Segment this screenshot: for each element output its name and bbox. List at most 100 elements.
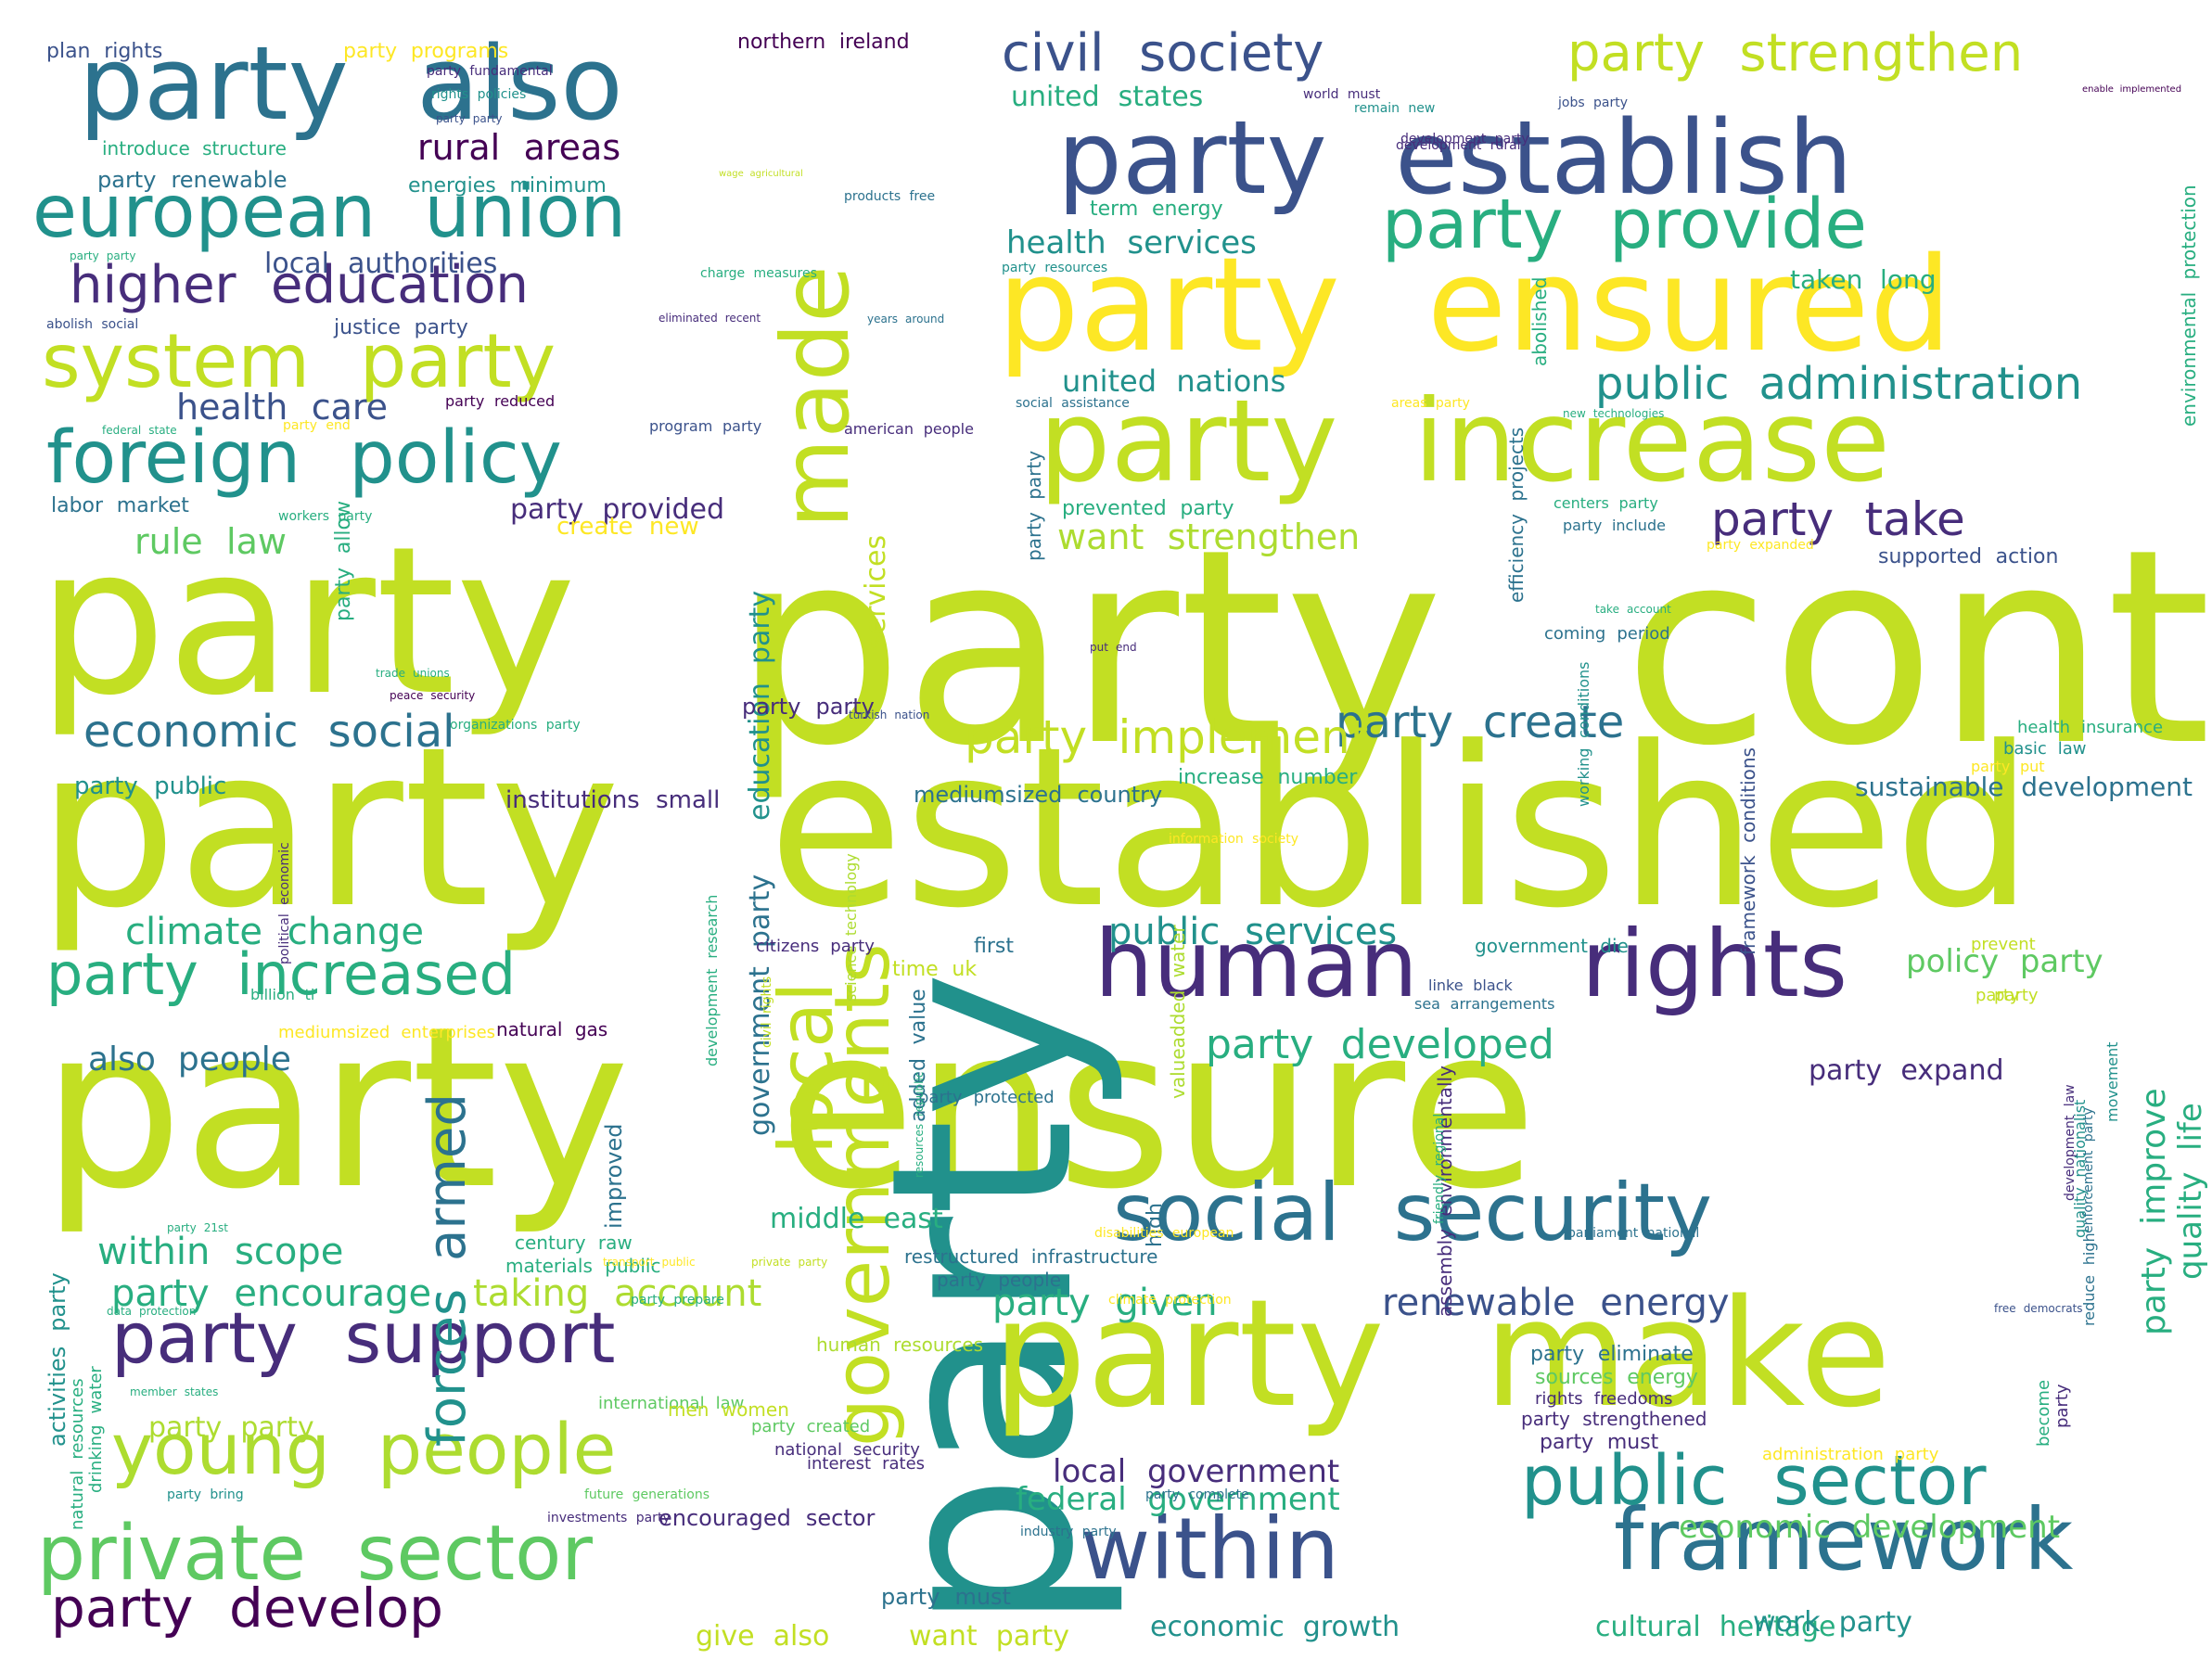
cloud-word: freedoms (1593, 1389, 1673, 1409)
cloud-word: energies (408, 174, 496, 198)
cloud-phrase: natural resources (68, 1378, 87, 1530)
cloud-phrase: party take (1711, 496, 1965, 542)
cloud-word: become (2034, 1379, 2053, 1447)
cloud-phrase: american people (844, 422, 974, 437)
cloud-phrase: world must (1303, 88, 1380, 101)
cloud-phrase: civil rights (760, 976, 774, 1048)
cloud-phrase: party party (436, 113, 502, 124)
cloud-phrase: party must (881, 1586, 1011, 1608)
cloud-phrase: increase number (1178, 768, 1357, 788)
cloud-word: water (86, 1366, 106, 1414)
cloud-phrase: party prepare (631, 1294, 724, 1307)
cloud-phrase: local authorities (264, 250, 497, 278)
cloud-phrase: mediumsized enterprises (278, 1025, 495, 1041)
cloud-word: also (88, 1040, 156, 1079)
cloud-phrase: private party (751, 1257, 827, 1268)
cloud-word: activities (45, 1346, 70, 1447)
cloud-word: services (1127, 224, 1257, 262)
cloud-word: people (998, 1269, 1062, 1291)
cloud-phrase: political economic (277, 842, 292, 964)
cloud-phrase: transport public (603, 1257, 696, 1268)
cloud-phrase: framework conditions (1737, 747, 1759, 955)
cloud-word: policies (477, 87, 527, 102)
cloud-word: government (1147, 1481, 1340, 1518)
cloud-word: party (1975, 986, 2020, 1005)
cloud-word: national (1646, 1226, 1700, 1241)
cloud-word: local (1053, 1453, 1127, 1490)
cloud-word: party (70, 249, 99, 262)
cloud-word: create (1482, 696, 1625, 748)
cloud-word: party (1530, 1343, 1585, 1366)
cloud-word: party (1618, 494, 1658, 512)
cloud-word: people (923, 420, 974, 438)
cloud-word: party (1057, 98, 1327, 217)
cloud-word: data (107, 1305, 133, 1318)
cloud-word: party (992, 1282, 1091, 1324)
cloud-word: party (1593, 96, 1628, 110)
cloud-word: climate (1108, 1293, 1157, 1308)
cloud-word: development (2021, 772, 2193, 802)
cloud-word: party (830, 937, 875, 956)
cloud-phrase: linke black (1428, 978, 1513, 993)
cloud-word: local (264, 248, 329, 280)
cloud-phrase: prevented party (1062, 499, 1234, 519)
cloud-word: social (101, 317, 139, 332)
cloud-word: economic (1150, 1611, 1285, 1643)
cloud-word: prevented (1062, 497, 1167, 520)
cloud-phrase: sea arrangements (1414, 997, 1554, 1012)
cloud-word: improve (2135, 1088, 2173, 1225)
cloud-phrase: party create (1336, 700, 1624, 745)
cloud-phrase: time uk (892, 960, 977, 980)
cloud-word: prevent (1971, 935, 2036, 954)
cloud-word: party (2135, 1246, 2173, 1335)
cloud-phrase: armed (417, 1093, 478, 1261)
cloud-word: party (51, 1576, 194, 1640)
cloud-word: federal (102, 424, 142, 437)
cloud-word: party (751, 1417, 796, 1436)
cloud-word: health (1006, 224, 1106, 262)
cloud-word: sea (1414, 995, 1440, 1013)
cloud-word: free (1994, 1302, 2016, 1315)
cloud-word: expanded (1749, 538, 1814, 553)
cloud-word: coming (1544, 624, 1606, 644)
cloud-word: party (1971, 758, 2011, 775)
cloud-word: party (1336, 696, 1453, 748)
cloud-word: quality (2172, 1171, 2209, 1280)
cloud-word: provide (1609, 185, 1867, 264)
cloud-phrase: rule law (134, 524, 287, 559)
cloud-word: introduce (102, 137, 190, 160)
cloud-phrase: prevent (1971, 937, 2036, 953)
cloud-word: create (556, 513, 633, 541)
cloud-word: also (773, 1620, 830, 1653)
cloud-word: society (1252, 832, 1299, 847)
cloud-phrase: century raw (515, 1233, 633, 1252)
cloud-word: heritage (1719, 1611, 1836, 1643)
cloud-word: protected (973, 1088, 1055, 1107)
cloud-word: nation (894, 708, 930, 721)
cloud-word: developed (1340, 1021, 1554, 1068)
cloud-phrase: climate change (125, 913, 424, 951)
cloud-word: institutions (505, 786, 640, 814)
cloud-word: investments (547, 1511, 628, 1525)
cloud-word: expand (1900, 1054, 2004, 1087)
cloud-phrase: party programs (343, 42, 508, 62)
cloud-word: abolished (1528, 276, 1551, 366)
cloud-word: party (995, 1620, 1070, 1653)
cloud-word: party (45, 1272, 70, 1332)
cloud-phrase: federal government (1016, 1484, 1340, 1515)
cloud-phrase: industry party (1020, 1525, 1117, 1538)
cloud-word: sources (1535, 1366, 1614, 1389)
cloud-phrase: take account (1595, 604, 1671, 615)
cloud-word: party (414, 316, 468, 339)
cloud-phrase: social security (1113, 1173, 1712, 1253)
cloud-phrase: development rural (1396, 139, 1521, 152)
cloud-phrase: institutions small (505, 788, 720, 812)
cloud-phrase: party eliminate (1530, 1345, 1694, 1365)
cloud-word: resources (893, 1334, 984, 1356)
cloud-word: law (2057, 739, 2087, 759)
cloud-word: encouraged (658, 1505, 791, 1531)
cloud-word: take (1864, 492, 1965, 546)
cloud-phrase: resources republic (913, 1072, 926, 1178)
cloud-word: party (1563, 517, 1603, 534)
